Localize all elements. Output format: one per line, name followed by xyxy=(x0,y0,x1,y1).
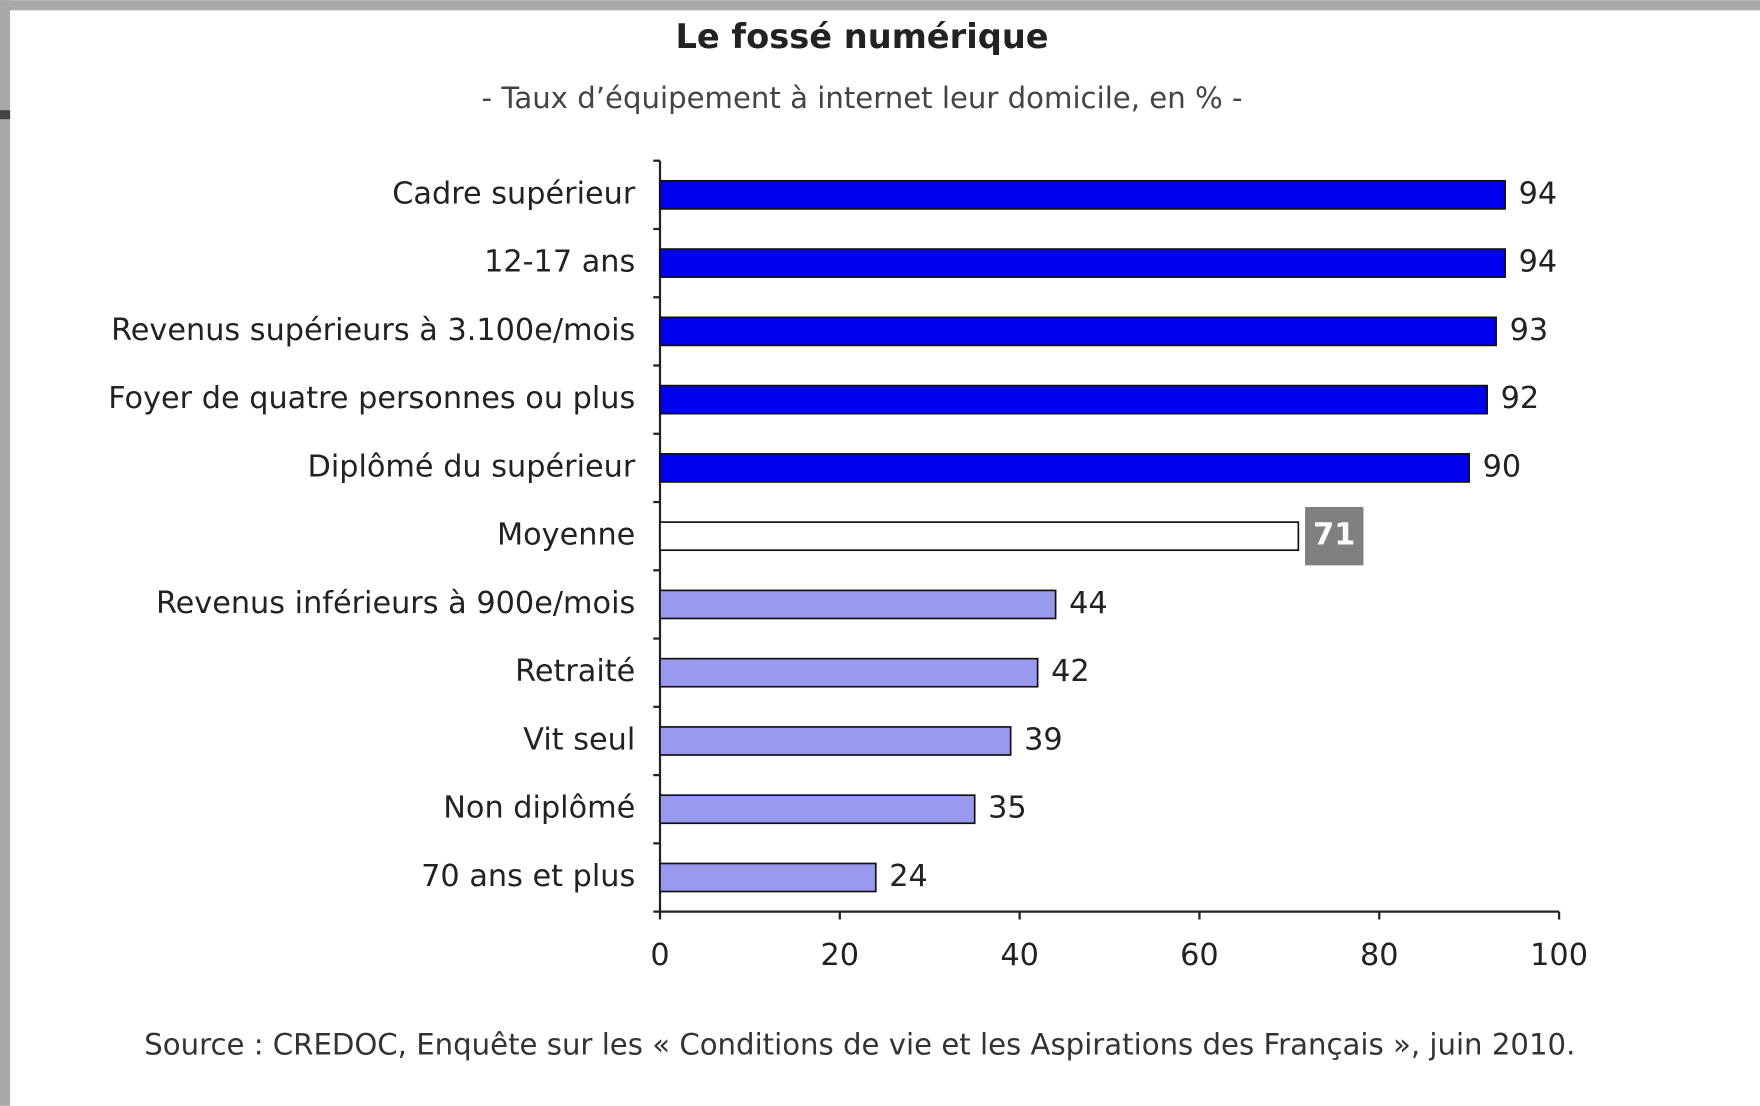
y-tick-label: Diplômé du supérieur xyxy=(307,449,635,484)
bar xyxy=(659,521,1300,552)
value-label: 92 xyxy=(1501,381,1540,416)
x-tick-label: 100 xyxy=(1530,938,1588,973)
bar xyxy=(659,316,1497,347)
value-label-box xyxy=(1305,506,1364,566)
value-label: 35 xyxy=(988,791,1027,826)
value-label: 24 xyxy=(889,859,928,894)
y-tick-label: Vit seul xyxy=(523,722,635,757)
x-tick-label: 40 xyxy=(1000,938,1039,973)
bar xyxy=(659,862,877,893)
x-tick-label: 60 xyxy=(1180,938,1219,973)
bar xyxy=(659,589,1057,620)
y-tick-label: Revenus supérieurs à 3.100e/mois xyxy=(111,313,635,348)
bar xyxy=(659,794,976,825)
frame-top xyxy=(0,0,1760,11)
y-tick-label: Cadre supérieur xyxy=(392,176,636,211)
chart-title: Le fossé numérique xyxy=(675,17,1048,56)
y-tick-label: 12-17 ans xyxy=(484,245,635,280)
value-label: 42 xyxy=(1051,654,1090,689)
bar xyxy=(659,453,1471,483)
bar xyxy=(659,384,1488,415)
chart-subtitle: - Taux d’équipement à internet leur domi… xyxy=(482,81,1243,115)
y-tick-label: Moyenne xyxy=(497,518,635,553)
y-tick-label: Revenus inférieurs à 900e/mois xyxy=(156,586,635,621)
x-tick-label: 80 xyxy=(1360,938,1399,973)
source-note: Source : CREDOC, Enquête sur les « Condi… xyxy=(144,1027,1575,1061)
frame-left xyxy=(0,0,11,1106)
x-tick-label: 0 xyxy=(650,938,669,973)
y-tick-label: 70 ans et plus xyxy=(421,859,635,894)
frame-mark xyxy=(0,110,11,120)
x-tick-label: 20 xyxy=(821,938,860,973)
value-label: 71 xyxy=(1313,518,1355,553)
value-label: 94 xyxy=(1519,176,1558,211)
bar xyxy=(659,657,1039,688)
y-tick-label: Foyer de quatre personnes ou plus xyxy=(108,381,635,416)
value-label: 44 xyxy=(1069,586,1108,621)
value-label: 94 xyxy=(1519,245,1558,280)
bar xyxy=(659,248,1506,278)
value-label: 39 xyxy=(1024,722,1063,757)
y-tick-label: Non diplômé xyxy=(443,791,635,826)
bar xyxy=(659,726,1012,756)
y-tick-label: Retraité xyxy=(515,654,635,689)
value-label: 90 xyxy=(1483,449,1522,484)
value-label: 93 xyxy=(1510,313,1549,348)
bar xyxy=(659,179,1506,210)
